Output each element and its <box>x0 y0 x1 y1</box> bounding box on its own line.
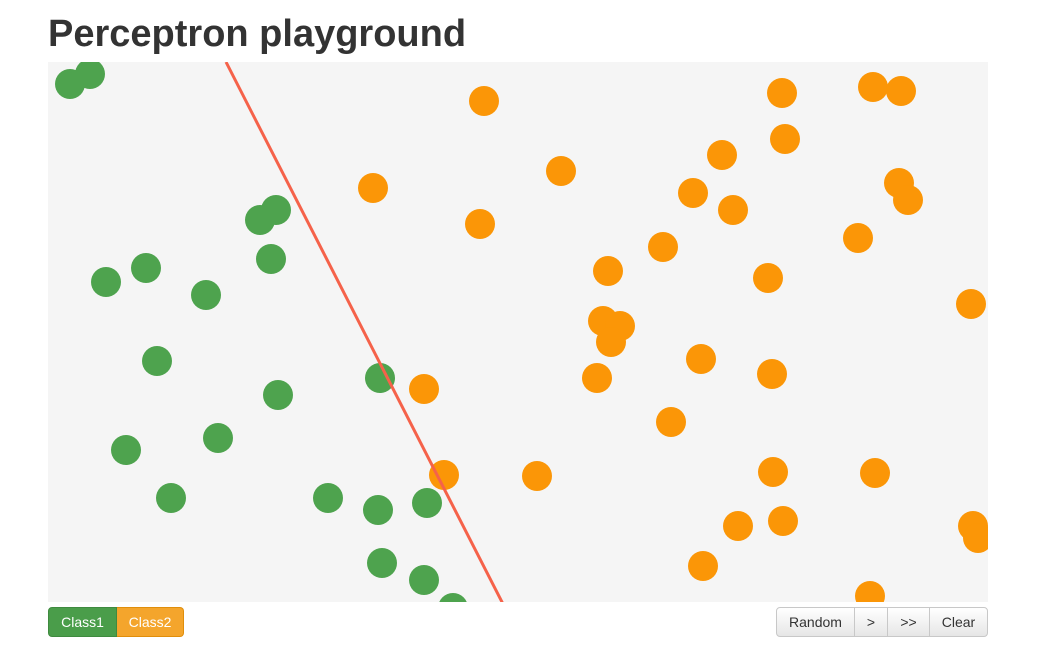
class1-button[interactable]: Class1 <box>48 607 117 637</box>
class2-point <box>429 460 459 490</box>
class2-point <box>757 359 787 389</box>
scatter-plot[interactable] <box>48 62 988 602</box>
class2-point <box>522 461 552 491</box>
class2-point <box>860 458 890 488</box>
class1-point <box>409 565 439 595</box>
class2-point <box>770 124 800 154</box>
class2-point <box>753 263 783 293</box>
class2-point <box>686 344 716 374</box>
random-button[interactable]: Random <box>776 607 855 637</box>
class2-point <box>593 256 623 286</box>
class1-point <box>191 280 221 310</box>
class1-point <box>75 62 105 89</box>
class2-point <box>843 223 873 253</box>
class1-point <box>313 483 343 513</box>
class2-point <box>858 72 888 102</box>
class1-point <box>111 435 141 465</box>
class2-point <box>768 506 798 536</box>
class2-point <box>886 76 916 106</box>
class2-button[interactable]: Class2 <box>117 607 184 637</box>
page-title: Perceptron playground <box>48 13 467 55</box>
step-button[interactable]: > <box>854 607 888 637</box>
class2-point <box>656 407 686 437</box>
class1-point <box>156 483 186 513</box>
class2-point <box>718 195 748 225</box>
class1-point <box>263 380 293 410</box>
class2-point <box>723 511 753 541</box>
class1-point <box>131 253 161 283</box>
class2-point <box>648 232 678 262</box>
class2-point <box>758 457 788 487</box>
class2-point <box>678 178 708 208</box>
class2-point <box>582 363 612 393</box>
class2-point <box>358 173 388 203</box>
class1-point <box>91 267 121 297</box>
class2-point <box>707 140 737 170</box>
decision-boundary-line <box>224 62 504 602</box>
class1-point <box>261 195 291 225</box>
class1-point <box>256 244 286 274</box>
class-selector: Class1 Class2 <box>48 607 184 637</box>
class2-point <box>688 551 718 581</box>
class2-point <box>855 581 885 602</box>
class1-point <box>439 593 467 602</box>
class1-point <box>363 495 393 525</box>
class2-point <box>546 156 576 186</box>
class2-point <box>465 209 495 239</box>
class1-point <box>203 423 233 453</box>
class2-point <box>469 86 499 116</box>
class1-point <box>142 346 172 376</box>
clear-button[interactable]: Clear <box>929 607 988 637</box>
class2-point <box>963 523 988 553</box>
run-button[interactable]: >> <box>887 607 930 637</box>
class2-point <box>893 185 923 215</box>
class1-point <box>412 488 442 518</box>
control-toolbar: Random > >> Clear <box>776 607 988 637</box>
class2-point <box>767 78 797 108</box>
perceptron-canvas[interactable] <box>48 62 988 602</box>
class2-point <box>596 327 626 357</box>
class2-point <box>956 289 986 319</box>
class1-point <box>365 363 395 393</box>
class1-point <box>367 548 397 578</box>
class2-point <box>409 374 439 404</box>
